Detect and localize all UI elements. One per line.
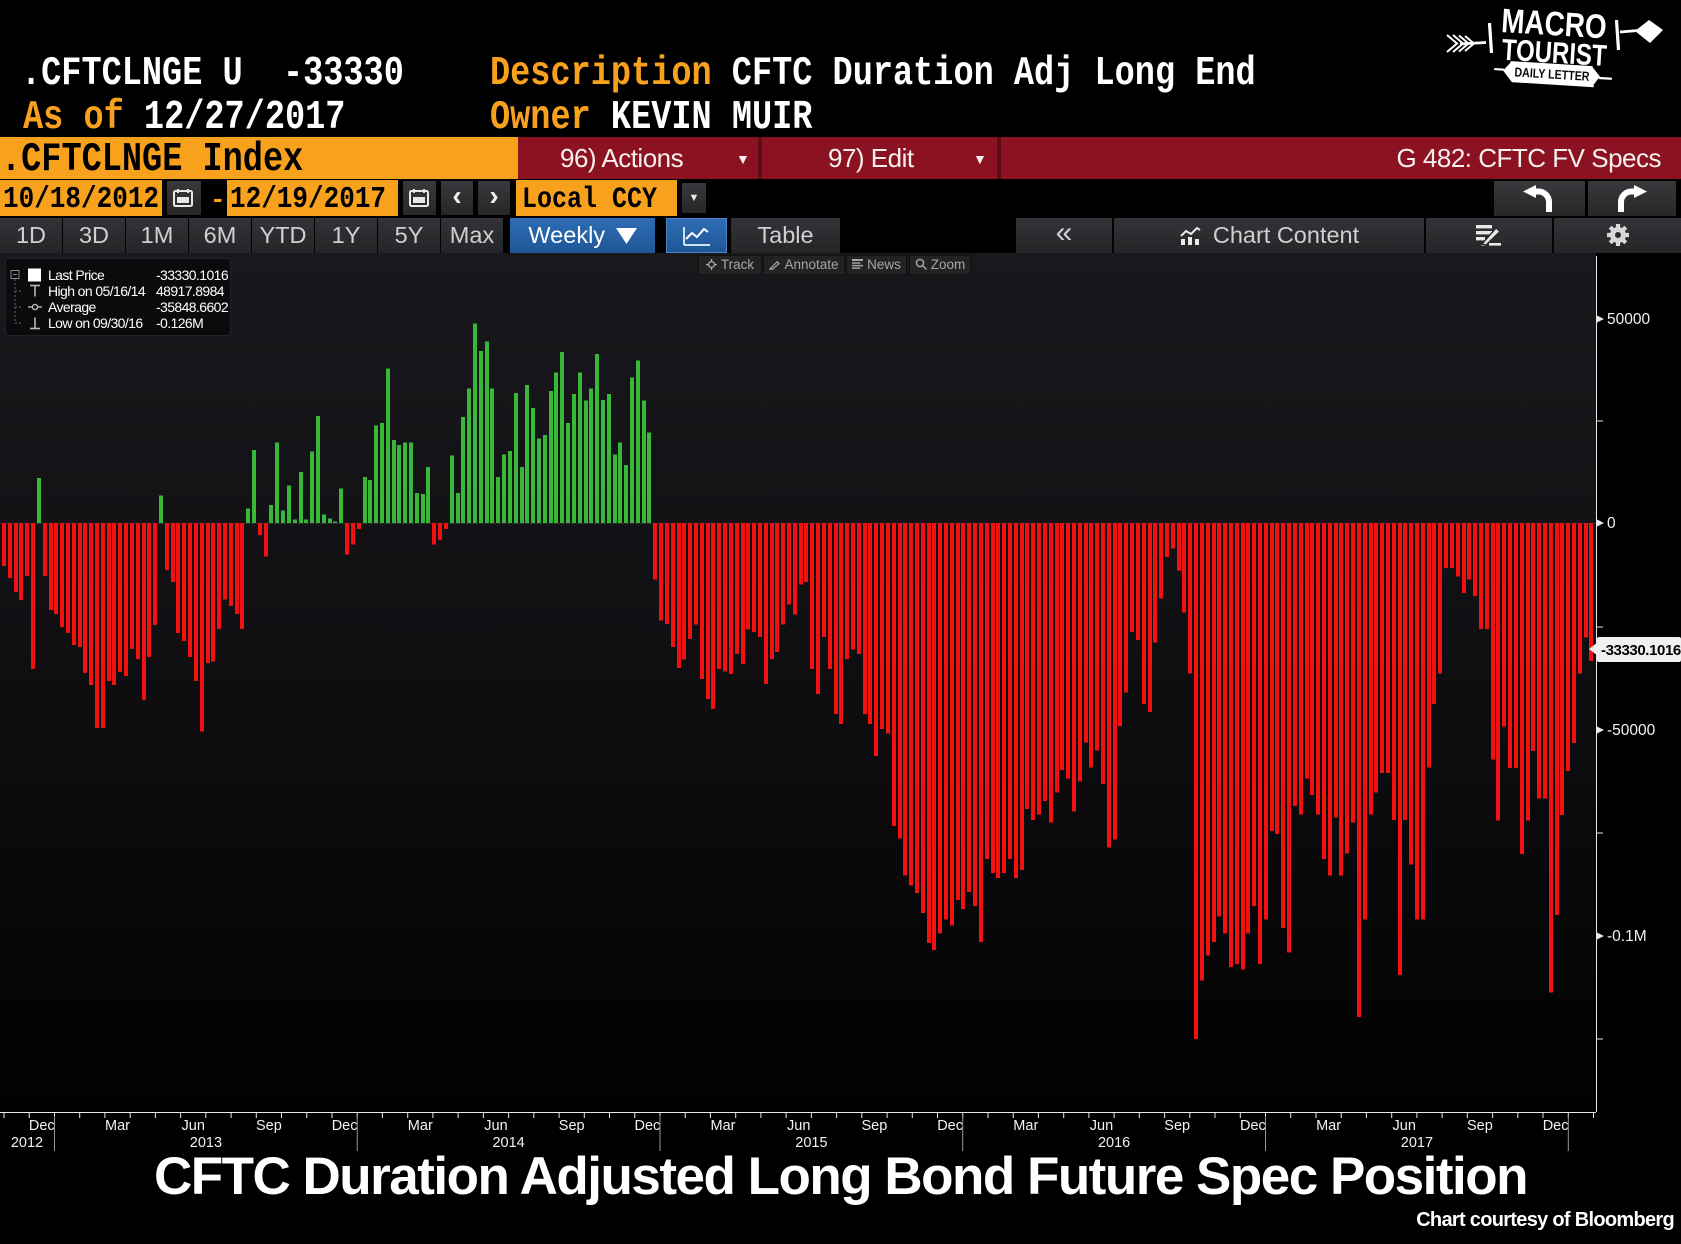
svg-text:Mar: Mar (105, 1118, 130, 1134)
svg-text:Sep: Sep (861, 1118, 887, 1134)
svg-text:Jun: Jun (787, 1118, 810, 1134)
svg-text:DAILY LETTER: DAILY LETTER (1514, 64, 1590, 84)
svg-text:Dec: Dec (1543, 1118, 1569, 1134)
svg-text:2015: 2015 (795, 1135, 827, 1151)
svg-text:2012: 2012 (11, 1135, 43, 1151)
svg-text:Jun: Jun (1090, 1118, 1113, 1134)
svg-text:Dec: Dec (937, 1118, 963, 1134)
svg-text:Sep: Sep (256, 1118, 282, 1134)
svg-text:2014: 2014 (492, 1135, 524, 1151)
svg-text:Sep: Sep (1164, 1118, 1190, 1134)
svg-text:Dec: Dec (1240, 1118, 1266, 1134)
svg-text:MACRO: MACRO (1500, 1, 1607, 46)
svg-text:Sep: Sep (559, 1118, 585, 1134)
svg-text:0: 0 (1607, 515, 1616, 532)
svg-text:Dec: Dec (635, 1118, 661, 1134)
svg-text:Jun: Jun (484, 1118, 507, 1134)
svg-text:Jun: Jun (1393, 1118, 1416, 1134)
svg-text:Dec: Dec (29, 1118, 55, 1134)
svg-text:2017: 2017 (1401, 1135, 1433, 1151)
svg-text:Mar: Mar (408, 1118, 433, 1134)
svg-text:Mar: Mar (1316, 1118, 1341, 1134)
svg-text:Mar: Mar (711, 1118, 736, 1134)
svg-text:-0.1M: -0.1M (1607, 928, 1647, 945)
svg-text:Jun: Jun (182, 1118, 205, 1134)
svg-text:2016: 2016 (1098, 1135, 1130, 1151)
svg-text:Dec: Dec (332, 1118, 358, 1134)
svg-text:2013: 2013 (190, 1135, 222, 1151)
svg-text:50000: 50000 (1607, 311, 1650, 328)
svg-text:Mar: Mar (1013, 1118, 1038, 1134)
svg-text:-33330.1016: -33330.1016 (1601, 642, 1681, 659)
svg-text:-50000: -50000 (1607, 722, 1656, 739)
svg-text:Sep: Sep (1467, 1118, 1493, 1134)
